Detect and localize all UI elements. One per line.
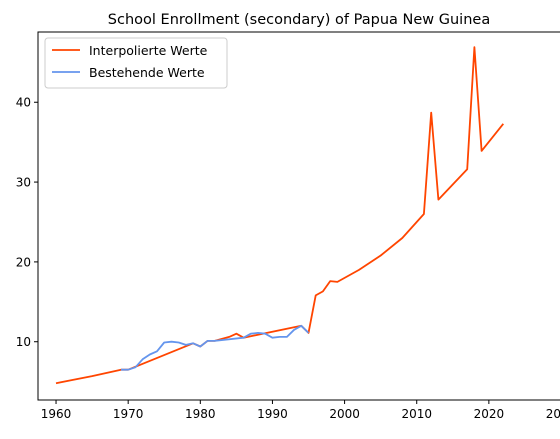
x-tick-label: 2000 <box>329 407 360 421</box>
x-tick-label: 2010 <box>401 407 432 421</box>
x-tick-label: 1990 <box>257 407 288 421</box>
y-tick-label: 40 <box>16 96 31 110</box>
axes-layer: 1960197019801990200020102020203010203040 <box>16 96 560 421</box>
plot-frame <box>37 31 560 401</box>
legend-label-interpolated: Interpolierte Werte <box>89 43 208 58</box>
y-tick-label: 10 <box>16 335 31 349</box>
y-tick-label: 30 <box>16 176 31 190</box>
legend: Interpolierte Werte Bestehende Werte <box>44 37 228 89</box>
x-tick-label: 1960 <box>41 407 72 421</box>
x-tick-label: 2020 <box>474 407 505 421</box>
series-line-existing <box>121 324 310 371</box>
x-tick-label: 1970 <box>113 407 144 421</box>
chart-title: School Enrollment (secondary) of Papua N… <box>108 12 490 28</box>
series-layer <box>55 46 505 385</box>
legend-label-existing: Bestehende Werte <box>89 65 205 80</box>
y-tick-label: 20 <box>16 255 31 269</box>
x-tick-label: 1980 <box>185 407 216 421</box>
legend-frame <box>44 37 228 89</box>
